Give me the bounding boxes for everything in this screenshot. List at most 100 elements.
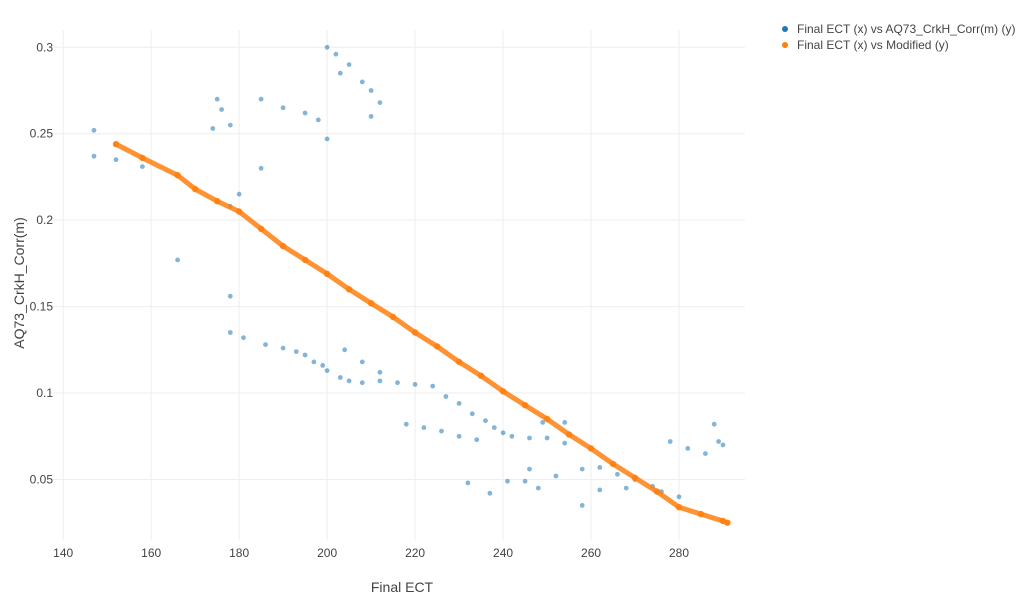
data-point xyxy=(368,114,374,119)
data-point xyxy=(324,368,330,373)
data-point xyxy=(175,257,181,263)
grid-lines xyxy=(50,30,745,540)
data-point xyxy=(377,100,383,105)
x-tick-label: 260 xyxy=(581,546,601,560)
data-point xyxy=(720,442,726,448)
series-ect-vs-modified xyxy=(112,140,731,526)
modified-point xyxy=(257,225,265,232)
data-point xyxy=(562,440,568,446)
data-point xyxy=(505,478,510,484)
modified-point xyxy=(521,402,529,409)
data-point xyxy=(500,430,506,436)
data-point xyxy=(236,191,242,197)
x-tick-label: 240 xyxy=(493,546,513,560)
modified-point xyxy=(389,313,397,321)
data-point xyxy=(544,435,550,441)
data-point xyxy=(403,421,409,427)
data-point xyxy=(258,165,264,171)
data-point xyxy=(522,478,528,484)
data-point xyxy=(359,380,365,386)
data-point xyxy=(210,126,216,131)
data-point xyxy=(280,345,286,351)
data-point xyxy=(227,293,233,299)
data-point xyxy=(395,380,400,386)
data-point xyxy=(562,420,568,425)
data-point xyxy=(509,433,515,439)
y-tick-label: 0.1 xyxy=(36,386,53,400)
data-point xyxy=(430,383,436,389)
data-point xyxy=(140,164,145,170)
data-point xyxy=(302,110,308,116)
x-tick-label: 140 xyxy=(53,546,73,560)
data-point xyxy=(487,490,493,496)
modified-point xyxy=(411,329,419,336)
data-point xyxy=(623,485,629,491)
modified-point xyxy=(367,300,375,307)
data-point xyxy=(337,375,343,380)
modified-point xyxy=(477,372,485,379)
data-point xyxy=(214,96,220,102)
data-point xyxy=(439,428,444,434)
data-point xyxy=(368,88,374,93)
data-point xyxy=(227,330,233,335)
modified-point xyxy=(174,172,181,179)
data-point xyxy=(474,437,480,443)
modified-point xyxy=(279,242,287,250)
y-tick-label: 0.2 xyxy=(36,213,53,227)
y-tick-label: 0.3 xyxy=(36,40,53,54)
data-point xyxy=(711,421,717,427)
modified-point xyxy=(192,185,199,193)
y-tick-label: 0.15 xyxy=(30,300,54,314)
modified-point xyxy=(631,474,639,481)
x-tick-label: 200 xyxy=(317,546,337,560)
legend-item-series-1[interactable]: Final ECT (x) vs AQ73_CrkH_Corr(m) (y) xyxy=(782,22,1015,36)
data-point xyxy=(320,363,326,368)
y-axis-title: AQ73_CrkH_Corr(m) xyxy=(11,217,27,348)
data-point xyxy=(685,446,691,451)
x-tick-label: 280 xyxy=(669,546,689,560)
data-point xyxy=(315,117,321,123)
modified-point xyxy=(697,510,705,518)
y-tick-label: 0.05 xyxy=(30,472,54,486)
modified-point xyxy=(587,445,595,452)
series-ect-vs-crkh xyxy=(91,44,726,508)
data-point xyxy=(263,342,268,347)
data-point xyxy=(667,439,673,444)
modified-point xyxy=(499,388,507,395)
data-point xyxy=(91,127,97,133)
data-point xyxy=(421,425,427,430)
data-point xyxy=(377,369,383,375)
modified-point xyxy=(139,154,146,162)
data-point xyxy=(113,157,119,163)
data-point xyxy=(412,382,418,387)
legend-label-series-1: Final ECT (x) vs AQ73_CrkH_Corr(m) (y) xyxy=(797,22,1015,36)
data-point xyxy=(280,105,286,111)
modified-point xyxy=(433,343,441,350)
data-point xyxy=(324,136,330,142)
data-point xyxy=(346,378,352,384)
data-point xyxy=(579,503,585,508)
legend-marker-series-2 xyxy=(782,42,788,48)
data-point xyxy=(456,401,462,406)
x-tick-label: 180 xyxy=(229,546,249,560)
modified-point xyxy=(675,504,683,511)
modified-point xyxy=(214,198,221,205)
data-point xyxy=(615,471,620,477)
modified-point xyxy=(609,460,617,468)
data-point xyxy=(359,359,365,365)
data-point xyxy=(579,466,585,472)
legend-marker-series-1 xyxy=(782,26,788,32)
data-point xyxy=(491,425,497,430)
data-point xyxy=(311,359,317,365)
legend-item-series-2[interactable]: Final ECT (x) vs Modified (y) xyxy=(782,38,949,52)
modified-point xyxy=(653,488,661,495)
data-point xyxy=(346,62,352,67)
data-point xyxy=(258,96,264,102)
modified-point xyxy=(543,415,551,423)
data-point xyxy=(469,411,475,417)
data-point xyxy=(597,487,603,493)
data-point xyxy=(359,79,365,85)
legend[interactable]: Final ECT (x) vs AQ73_CrkH_Corr(m) (y) F… xyxy=(782,22,1015,52)
modified-point xyxy=(323,270,331,277)
x-axis-title: Final ECT xyxy=(371,579,434,595)
